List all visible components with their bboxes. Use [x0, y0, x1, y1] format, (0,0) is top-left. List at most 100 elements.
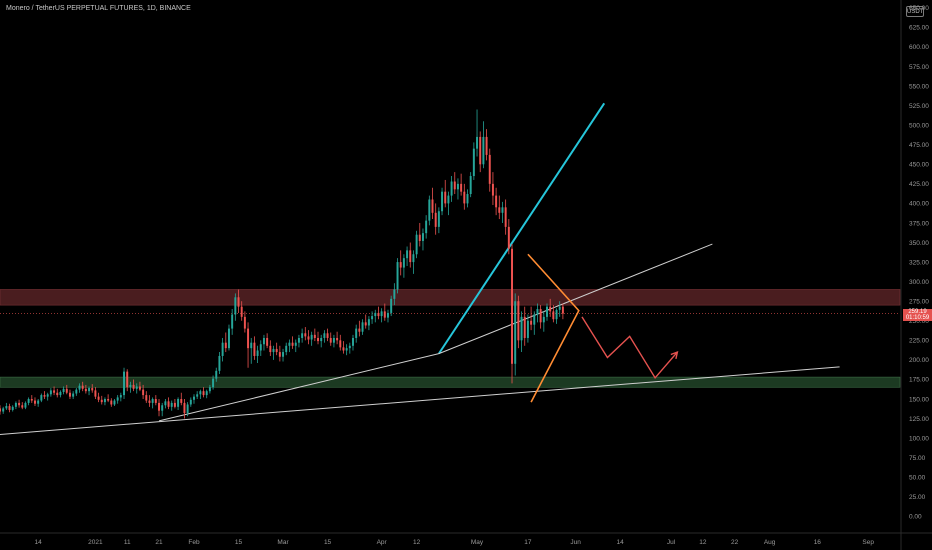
candle	[145, 391, 148, 403]
candle-body	[517, 301, 520, 341]
candle-body	[304, 333, 307, 337]
candle	[282, 348, 285, 362]
y-tick-label: 500.00	[909, 122, 929, 129]
candle-body	[536, 309, 539, 315]
candle-body	[552, 311, 555, 320]
candle-body	[323, 333, 326, 338]
candle-body	[488, 154, 491, 184]
x-tick-label: 16	[814, 539, 822, 546]
candle	[8, 403, 11, 413]
candle-body	[371, 316, 374, 320]
candle	[364, 314, 367, 329]
candle-body	[212, 378, 215, 388]
candle-body	[215, 370, 218, 379]
candle-body	[272, 348, 275, 353]
y-tick-label: 625.00	[909, 25, 929, 32]
candle-body	[78, 385, 81, 390]
x-tick-label: 15	[324, 539, 332, 546]
candle	[138, 381, 141, 392]
candle-body	[361, 322, 364, 332]
candle	[21, 402, 24, 410]
candle-body	[469, 176, 472, 195]
x-tick-label: 14	[617, 539, 625, 546]
candle	[336, 331, 339, 345]
candle	[460, 173, 463, 196]
candle	[275, 342, 278, 356]
y-axis[interactable]: 0.00 25.00 50.00 75.00 100.00 125.00 150.00 175…	[900, 0, 929, 550]
candle	[450, 176, 453, 202]
candle-body	[100, 399, 103, 403]
candle-body	[250, 342, 253, 349]
candle	[113, 399, 116, 407]
candle-body	[549, 306, 552, 312]
candle-body	[18, 402, 21, 406]
candle	[259, 340, 262, 356]
candle-body	[329, 337, 332, 343]
candle	[107, 394, 110, 403]
candle-body	[227, 328, 230, 349]
candle-body	[396, 262, 399, 290]
candle-body	[364, 322, 367, 326]
candle-body	[81, 385, 84, 389]
candle-body	[11, 406, 14, 410]
candles-layer	[0, 109, 564, 419]
candle-body	[466, 194, 469, 204]
candle	[170, 400, 173, 411]
candle	[409, 242, 412, 268]
candle	[520, 311, 523, 353]
candle	[317, 331, 320, 345]
axis-unit-badge[interactable]: USDT	[906, 6, 924, 17]
candle-body	[294, 342, 297, 346]
y-tick-label: 600.00	[909, 44, 929, 51]
candle-body	[46, 394, 49, 397]
y-tick-label: 0.00	[909, 514, 922, 521]
candle-body	[259, 344, 262, 351]
candle-body	[476, 136, 479, 149]
candle	[199, 389, 202, 399]
candle-body	[183, 402, 186, 414]
candle-body	[285, 345, 288, 353]
candle	[358, 320, 361, 337]
candle	[367, 316, 370, 331]
white-upper-trendline	[438, 243, 713, 355]
candle-body	[266, 337, 269, 346]
y-tick-label: 650.00	[909, 5, 929, 12]
candle	[310, 331, 313, 346]
candle	[256, 345, 259, 364]
y-tick-label: 175.00	[909, 377, 929, 384]
candle	[415, 230, 418, 259]
candle	[294, 339, 297, 353]
candle-body	[8, 406, 11, 410]
candle	[59, 390, 62, 398]
candle	[479, 131, 482, 173]
x-axis[interactable]: 14 2021 11 21 Feb 15 Mar 15 Apr 12 May 17 Jun 14 Jul 12…	[0, 532, 932, 546]
candle	[542, 311, 545, 332]
support-zone	[0, 376, 901, 388]
candle-body	[148, 400, 151, 403]
projection-arrowhead	[670, 350, 679, 360]
candle	[539, 305, 542, 329]
candle	[224, 332, 227, 353]
candle	[212, 375, 215, 390]
candle	[272, 345, 275, 360]
candle-body	[523, 316, 526, 338]
candle	[75, 388, 78, 396]
candle-body	[546, 306, 548, 317]
candle	[205, 389, 208, 399]
candle	[81, 381, 84, 392]
candle-body	[173, 402, 176, 407]
candle	[463, 183, 466, 210]
candle-body	[103, 399, 106, 403]
candle	[507, 219, 510, 255]
candle-body	[40, 395, 43, 401]
y-tick-label: 350.00	[909, 240, 929, 247]
candle	[56, 388, 59, 398]
y-tick-label: 550.00	[909, 83, 929, 90]
candle	[227, 324, 230, 351]
candle-body	[5, 406, 8, 409]
candle-body	[24, 402, 27, 408]
y-tick-label: 125.00	[909, 416, 929, 423]
candle-body	[561, 306, 564, 314]
y-tick-label: 225.00	[909, 338, 929, 345]
